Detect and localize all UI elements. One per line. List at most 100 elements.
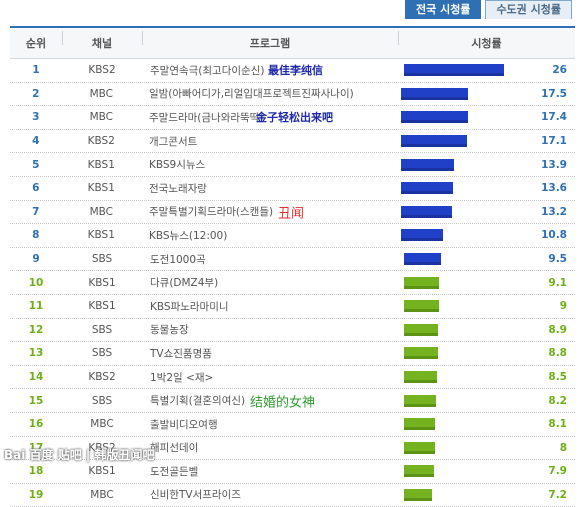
rating-bar-track [404, 64, 544, 77]
table-row: 3 MBC 주말드라마(금나와라뚝딱) 17.4 金子轻松出来吧 [10, 106, 575, 130]
program-cell[interactable]: TV쇼진품명품 [142, 346, 398, 361]
rating-value: 9.5 [548, 253, 567, 266]
program-cell[interactable]: 주말연속극(최고다이순신) [142, 63, 398, 78]
rating-bar-track [404, 323, 544, 336]
program-cell[interactable]: 주말드라마(금나와라뚝딱) [141, 110, 395, 125]
channel-cell: KBS1 [87, 158, 115, 171]
annotation-row-15: 结婚的女神 [250, 395, 316, 411]
program-name: 신비한TV서프라이즈 [150, 489, 241, 502]
rating-cell: 8.1 [398, 418, 575, 431]
rating-bar-track [404, 465, 544, 478]
channel-cell: KBS2 [88, 371, 116, 384]
channel-cell: SBS [91, 394, 113, 407]
rating-bar-track [401, 87, 541, 100]
rank-cell: 16 [28, 418, 44, 431]
program-name: 동물농장 [150, 324, 189, 337]
rating-bar [404, 394, 436, 407]
program-cell[interactable]: 1박2일 <재> [142, 370, 398, 385]
rating-value: 8.5 [548, 371, 567, 384]
rating-bar [401, 111, 469, 124]
table-row: 7 MBC 주말특별기획드라마(스캔들) 13.2 丑闻 [10, 201, 575, 225]
rating-value: 13.2 [541, 205, 567, 218]
table-body: 1 KBS2 주말연속극(최고다이순신) 26 最佳李纯信 2 MBC 일밤(아빠어디가,리얼… [10, 59, 575, 507]
header-rating: 시청률 [398, 31, 575, 51]
program-cell[interactable]: 개그콘서트 [141, 134, 395, 149]
rating-value: 7.9 [548, 465, 567, 478]
rating-cell: 9.5 [398, 253, 575, 266]
program-cell[interactable]: KBS뉴스(12:00) [141, 228, 395, 243]
program-name: 특별기획(결혼의여신) [150, 395, 246, 408]
table-row: 11 KBS1 KBS파노라마미니 9 [10, 295, 575, 319]
table-row: 17 KBS2 해피선데이 8 [10, 437, 575, 461]
rating-value: 8.8 [548, 347, 567, 360]
program-cell[interactable]: KBS9시뉴스 [141, 157, 395, 172]
baidu-watermark: Bai 百度 贴吧 | 韩版丑闻吧 [4, 448, 155, 462]
program-cell[interactable]: 도전골든벨 [142, 464, 398, 479]
rating-bar-track [404, 488, 544, 501]
rating-bar [404, 441, 435, 454]
header-program: 프로그램 [142, 31, 398, 51]
program-cell[interactable]: 출발비디오여행 [142, 417, 398, 432]
program-cell[interactable]: 전국노래자랑 [141, 181, 395, 196]
program-name: 전국노래자랑 [148, 182, 207, 195]
rank-cell: 9 [32, 253, 40, 266]
rating-value: 13.9 [541, 158, 567, 171]
rank-cell: 7 [32, 205, 40, 218]
rating-cell: 17.1 [395, 135, 575, 148]
rating-bar-track [404, 418, 544, 431]
program-name: KBS9시뉴스 [148, 159, 206, 172]
rank-cell: 8 [32, 229, 40, 242]
rating-cell: 8.5 [398, 371, 575, 384]
program-name: 다큐(DMZ4부) [150, 277, 219, 290]
table-row: 13 SBS TV쇼진품명품 8.8 [10, 342, 575, 366]
rank-cell: 6 [32, 182, 40, 195]
table-row: 18 KBS1 도전골든벨 7.9 [10, 460, 575, 484]
table-row: 14 KBS2 1박2일 <재> 8.5 [10, 366, 575, 390]
table-row: 1 KBS2 주말연속극(최고다이순신) 26 最佳李纯信 [10, 59, 575, 83]
channel-cell: KBS2 [88, 441, 116, 454]
rating-cell: 7.9 [398, 465, 575, 478]
program-name: KBS뉴스(12:00) [148, 229, 228, 242]
program-name: 도전골든벨 [150, 465, 199, 478]
table-row: 10 KBS1 다큐(DMZ4부) 9.1 [10, 271, 575, 295]
program-cell[interactable]: 주말특별기획드라마(스캔들) [141, 204, 395, 219]
rating-cell: 9 [398, 300, 575, 313]
program-cell[interactable]: 일밤(아빠어디가,리얼입대프로젝트진짜사나이) [141, 86, 395, 101]
rating-bar [404, 465, 434, 478]
rating-cell: 8 [398, 441, 575, 454]
rank-cell: 19 [28, 488, 44, 501]
rank-cell: 4 [32, 135, 40, 148]
rating-bar-track [404, 300, 544, 313]
rating-bar [404, 418, 435, 431]
table-row: 15 SBS 특별기획(결혼의여신) 8.2 结婚的女神 [10, 389, 575, 413]
rating-bar [401, 229, 444, 242]
rating-bar-track [401, 135, 541, 148]
channel-cell: MBC [89, 205, 113, 218]
rating-bar [401, 135, 468, 148]
channel-cell: SBS [91, 253, 113, 266]
program-name: 일밤(아빠어디가,리얼입대프로젝트진짜사나이) [148, 88, 354, 101]
program-cell[interactable]: 동물농장 [142, 322, 398, 337]
rating-bar [404, 300, 439, 313]
table-row: 19 MBC 신비한TV서프라이즈 7.2 [10, 484, 575, 507]
channel-cell: KBS1 [88, 276, 116, 289]
rating-cell: 13.2 [395, 205, 575, 218]
channel-cell: KBS2 [88, 64, 116, 77]
rating-value: 8.9 [548, 323, 567, 336]
rating-cell: 8.2 [398, 394, 575, 407]
program-cell[interactable]: 특별기획(결혼의여신) [142, 393, 398, 408]
rating-cell: 8.9 [398, 323, 575, 336]
rating-bar [404, 488, 432, 501]
tab-capital-area-rating[interactable]: 수도권 시청률 [485, 0, 572, 19]
program-cell[interactable]: KBS파노라마미니 [142, 299, 398, 314]
program-cell[interactable]: 신비한TV서프라이즈 [142, 487, 398, 502]
tab-nationwide-rating[interactable]: 전국 시청률 [405, 0, 482, 19]
rating-bar [404, 347, 438, 360]
channel-cell: KBS1 [88, 465, 116, 478]
channel-cell: KBS1 [87, 229, 115, 242]
annotation-row-1: 最佳李纯信 [268, 64, 323, 78]
rating-bar [401, 205, 453, 218]
program-cell[interactable]: 도전1000곡 [142, 252, 398, 267]
program-cell[interactable]: 해피선데이 [142, 440, 398, 455]
program-cell[interactable]: 다큐(DMZ4부) [142, 275, 398, 290]
